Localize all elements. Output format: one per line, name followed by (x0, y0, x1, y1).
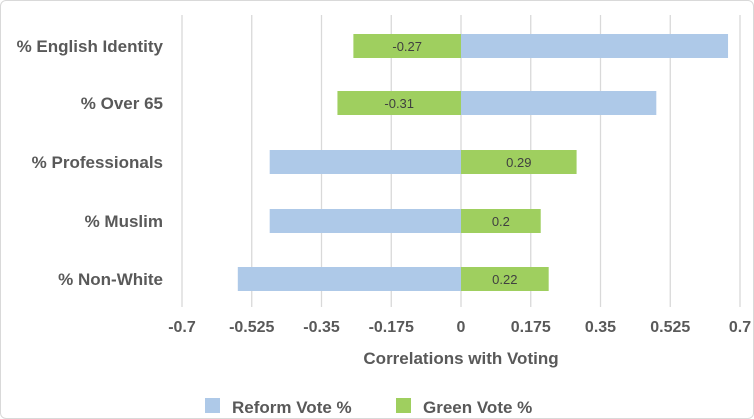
x-tick-label: 0.525 (650, 319, 690, 336)
category-label: % Muslim (85, 212, 163, 231)
reform-bar (461, 91, 657, 115)
legend-swatch (396, 398, 411, 413)
data-label: 0.29 (506, 155, 531, 170)
green-bar (353, 34, 461, 58)
reform-bar (237, 267, 461, 291)
x-tick-label: 0 (457, 319, 466, 336)
x-tick-label: -0.7 (168, 319, 196, 336)
x-tick-label: 0.35 (585, 319, 616, 336)
data-label: 0.22 (492, 272, 517, 287)
legend-label: Reform Vote % (232, 398, 352, 417)
legend-label: Green Vote % (423, 398, 532, 417)
x-tick-label: 0.7 (729, 319, 751, 336)
x-tick-label: -0.35 (303, 319, 340, 336)
reform-bar (269, 209, 461, 233)
green-bar (461, 209, 541, 233)
category-label: % English Identity (17, 37, 164, 56)
data-label: -0.27 (392, 39, 422, 54)
green-bar (337, 91, 461, 115)
green-bar (461, 150, 577, 174)
legend-swatch (205, 398, 220, 413)
green-bar (461, 267, 549, 291)
category-label: % Over 65 (81, 94, 163, 113)
reform-bar (461, 34, 729, 58)
category-label: % Non-White (58, 270, 163, 289)
x-axis-title: Correlations with Voting (363, 349, 558, 368)
data-label: -0.31 (384, 96, 414, 111)
category-label: % Professionals (32, 153, 163, 172)
x-tick-label: 0.175 (511, 319, 551, 336)
x-tick-label: -0.525 (229, 319, 274, 336)
reform-bar (269, 150, 461, 174)
data-label: 0.2 (492, 214, 510, 229)
x-tick-label: -0.175 (369, 319, 414, 336)
